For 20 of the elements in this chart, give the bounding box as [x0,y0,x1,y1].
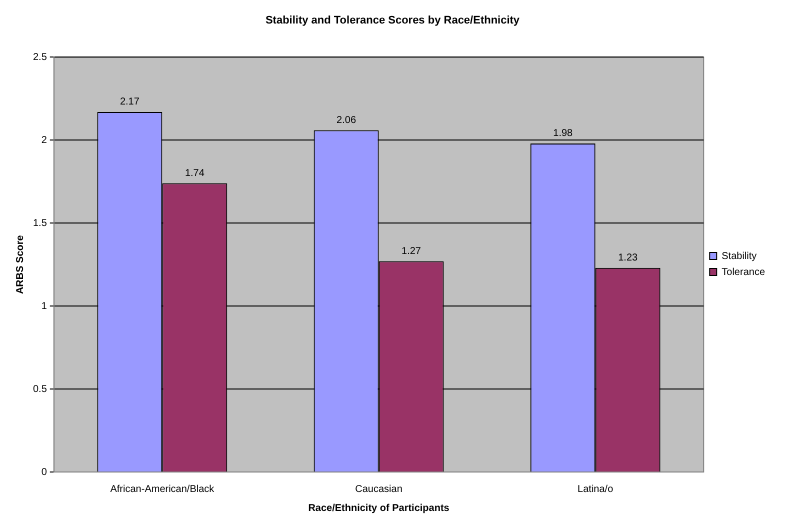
chart-title: Stability and Tolerance Scores by Race/Ethnicity [265,14,520,27]
y-tick-label: 1.5 [32,218,48,229]
y-axis-title: ARBS Score [14,234,26,294]
data-label: 2.06 [336,114,356,126]
data-label: 1.23 [618,252,638,264]
x-axis-title: Race/Ethnicity of Participants [308,502,450,514]
legend-label: Stability [722,250,757,262]
x-tick-label: Caucasian [355,484,402,495]
data-label: 1.74 [184,168,205,180]
x-tick-label: Latina/o [578,484,614,495]
y-tick-label: 2.5 [32,52,48,63]
y-tick-label: 0 [41,466,48,478]
y-tick-label: 0.5 [32,384,48,395]
x-tick-label: African-American/Black [110,484,216,495]
legend-label: Tolerance [722,266,766,278]
y-tick-label: 1 [41,300,48,312]
data-label: 1.98 [553,128,574,140]
y-tick-label: 2 [41,134,48,146]
data-label: 1.27 [402,246,422,258]
data-label: 2.17 [120,96,140,108]
